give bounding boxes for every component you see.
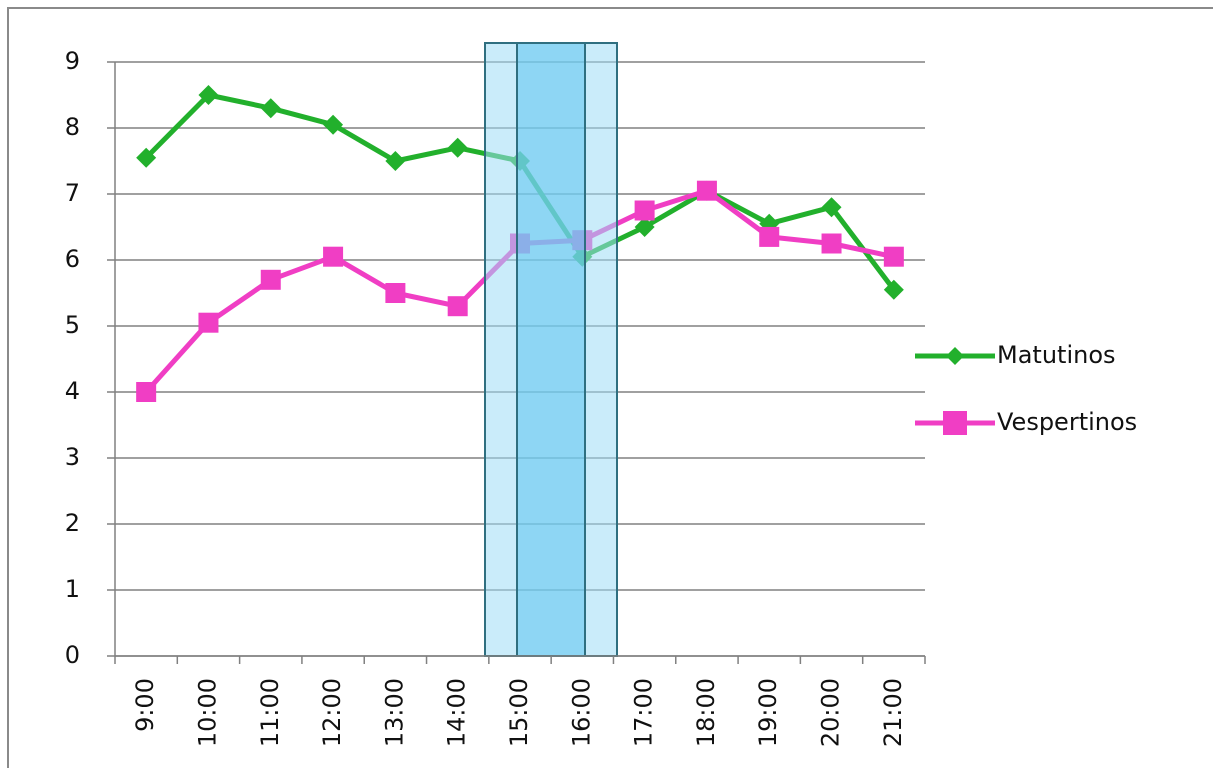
marker xyxy=(447,137,468,158)
legend-label: Matutinos xyxy=(997,341,1116,369)
y-tick-label: 3 xyxy=(65,443,80,471)
marker xyxy=(198,85,219,105)
legend-label: Vespertinos xyxy=(997,408,1137,436)
x-tick-label: 18:00 xyxy=(692,678,720,747)
x-tick-label: 12:00 xyxy=(318,678,346,747)
x-tick-label: 20:00 xyxy=(817,678,845,747)
x-tick-label: 17:00 xyxy=(630,678,658,747)
y-tick-label: 5 xyxy=(65,311,80,339)
marker xyxy=(696,180,717,201)
marker xyxy=(385,283,406,303)
y-tick-label: 7 xyxy=(65,179,80,207)
x-tick-label: 10:00 xyxy=(193,678,221,747)
marker xyxy=(136,147,157,168)
marker xyxy=(946,347,964,365)
marker xyxy=(883,279,904,300)
x-tick-label: 9:00 xyxy=(131,678,159,732)
y-tick-label: 1 xyxy=(65,575,80,603)
marker xyxy=(447,296,468,317)
marker xyxy=(821,197,842,218)
x-tick-label: 19:00 xyxy=(754,678,782,747)
marker xyxy=(385,151,406,171)
marker xyxy=(634,217,655,237)
marker xyxy=(198,312,219,333)
marker xyxy=(323,246,344,267)
marker xyxy=(821,233,842,254)
marker xyxy=(634,200,655,221)
x-tick-label: 11:00 xyxy=(256,678,284,747)
marker xyxy=(136,382,157,402)
marker xyxy=(883,246,904,267)
marker xyxy=(260,269,281,290)
x-tick-label: 13:00 xyxy=(380,678,408,747)
highlight-inner xyxy=(516,42,586,657)
x-tick-label: 21:00 xyxy=(879,678,907,747)
marker xyxy=(260,98,281,119)
y-tick-label: 2 xyxy=(65,509,80,537)
y-tick-label: 0 xyxy=(65,641,80,669)
y-tick-label: 6 xyxy=(65,245,80,273)
x-tick-label: 16:00 xyxy=(567,678,595,747)
y-tick-label: 8 xyxy=(65,113,80,141)
y-tick-label: 9 xyxy=(65,47,80,75)
x-tick-label: 14:00 xyxy=(443,678,471,747)
marker xyxy=(323,114,344,135)
marker xyxy=(759,226,780,247)
x-tick-label: 15:00 xyxy=(505,678,533,747)
axes: 0 1 2 3 4 5 6 7 8 9 9:00 10:00 11:00 12:00 13:00 14:00 1… xyxy=(65,47,1137,747)
marker xyxy=(943,411,967,435)
y-tick-label: 4 xyxy=(65,377,80,405)
